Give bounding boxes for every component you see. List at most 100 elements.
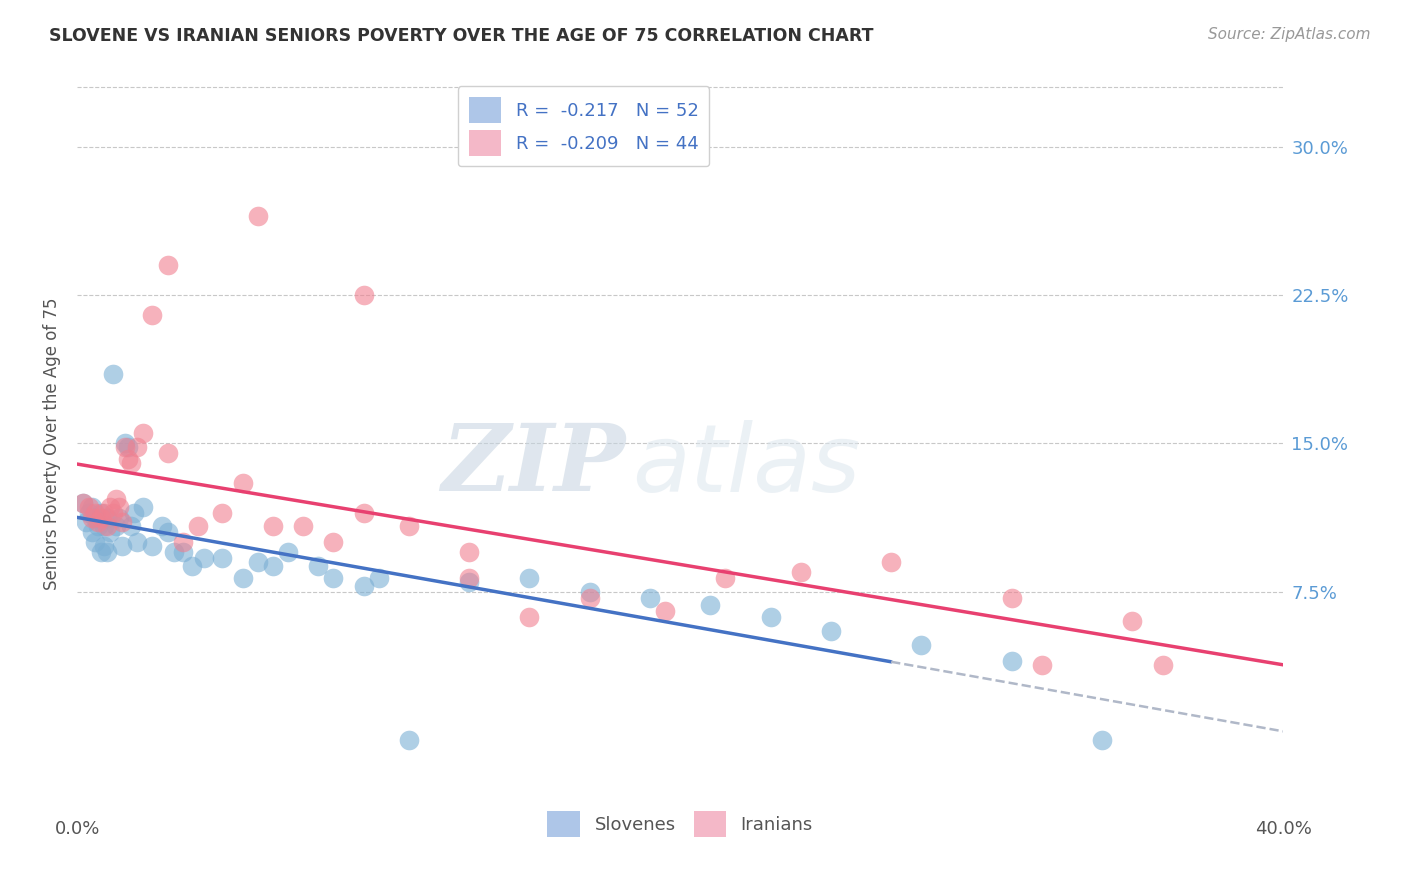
- Point: [187, 519, 209, 533]
- Text: Source: ZipAtlas.com: Source: ZipAtlas.com: [1208, 27, 1371, 42]
- Point: [322, 535, 344, 549]
- Point: [156, 525, 179, 540]
- Point: [103, 367, 125, 381]
- Point: [262, 558, 284, 573]
- Point: [699, 599, 721, 613]
- Point: [90, 545, 112, 559]
- Point: [127, 535, 149, 549]
- Point: [114, 440, 136, 454]
- Point: [82, 525, 104, 540]
- Point: [211, 506, 233, 520]
- Point: [232, 571, 254, 585]
- Point: [517, 571, 540, 585]
- Point: [1152, 657, 1174, 672]
- Point: [367, 571, 389, 585]
- Point: [789, 565, 811, 579]
- Point: [96, 519, 118, 533]
- Point: [353, 579, 375, 593]
- Point: [120, 456, 142, 470]
- Point: [307, 558, 329, 573]
- Point: [398, 519, 420, 533]
- Point: [156, 258, 179, 272]
- Point: [1091, 733, 1114, 747]
- Point: [93, 539, 115, 553]
- Point: [111, 539, 134, 553]
- Point: [82, 500, 104, 514]
- Text: SLOVENE VS IRANIAN SENIORS POVERTY OVER THE AGE OF 75 CORRELATION CHART: SLOVENE VS IRANIAN SENIORS POVERTY OVER …: [49, 27, 873, 45]
- Point: [77, 506, 100, 520]
- Point: [262, 519, 284, 533]
- Point: [93, 519, 115, 533]
- Point: [517, 610, 540, 624]
- Point: [880, 555, 903, 569]
- Point: [353, 288, 375, 302]
- Point: [103, 506, 125, 520]
- Point: [277, 545, 299, 559]
- Y-axis label: Seniors Poverty Over the Age of 75: Seniors Poverty Over the Age of 75: [44, 297, 60, 590]
- Point: [578, 591, 600, 605]
- Point: [114, 436, 136, 450]
- Text: atlas: atlas: [631, 420, 860, 511]
- Point: [193, 551, 215, 566]
- Point: [1031, 657, 1053, 672]
- Point: [75, 516, 97, 530]
- Point: [156, 446, 179, 460]
- Point: [87, 519, 110, 533]
- Point: [820, 624, 842, 639]
- Legend: Slovenes, Iranians: Slovenes, Iranians: [540, 804, 820, 844]
- Point: [232, 475, 254, 490]
- Point: [82, 511, 104, 525]
- Point: [120, 519, 142, 533]
- Point: [90, 511, 112, 525]
- Point: [458, 574, 481, 589]
- Point: [1121, 614, 1143, 628]
- Point: [654, 604, 676, 618]
- Point: [910, 638, 932, 652]
- Point: [353, 506, 375, 520]
- Point: [72, 495, 94, 509]
- Point: [211, 551, 233, 566]
- Point: [638, 591, 661, 605]
- Point: [98, 525, 121, 540]
- Point: [246, 555, 269, 569]
- Point: [84, 535, 107, 549]
- Point: [162, 545, 184, 559]
- Point: [96, 545, 118, 559]
- Point: [141, 539, 163, 553]
- Point: [759, 610, 782, 624]
- Point: [246, 209, 269, 223]
- Point: [108, 511, 131, 525]
- Point: [111, 516, 134, 530]
- Point: [96, 511, 118, 525]
- Point: [398, 733, 420, 747]
- Point: [77, 500, 100, 514]
- Point: [90, 506, 112, 520]
- Point: [180, 558, 202, 573]
- Point: [105, 491, 128, 506]
- Point: [714, 571, 737, 585]
- Point: [578, 584, 600, 599]
- Point: [124, 506, 146, 520]
- Point: [98, 500, 121, 514]
- Point: [117, 452, 139, 467]
- Point: [132, 426, 155, 441]
- Point: [172, 535, 194, 549]
- Point: [1001, 591, 1024, 605]
- Point: [117, 440, 139, 454]
- Point: [105, 519, 128, 533]
- Text: ZIP: ZIP: [441, 420, 626, 510]
- Point: [292, 519, 315, 533]
- Point: [132, 500, 155, 514]
- Point: [84, 506, 107, 520]
- Point: [108, 500, 131, 514]
- Point: [172, 545, 194, 559]
- Point: [84, 511, 107, 525]
- Point: [72, 495, 94, 509]
- Point: [141, 308, 163, 322]
- Point: [87, 516, 110, 530]
- Point: [127, 440, 149, 454]
- Point: [150, 519, 173, 533]
- Point: [93, 506, 115, 520]
- Point: [458, 545, 481, 559]
- Point: [458, 571, 481, 585]
